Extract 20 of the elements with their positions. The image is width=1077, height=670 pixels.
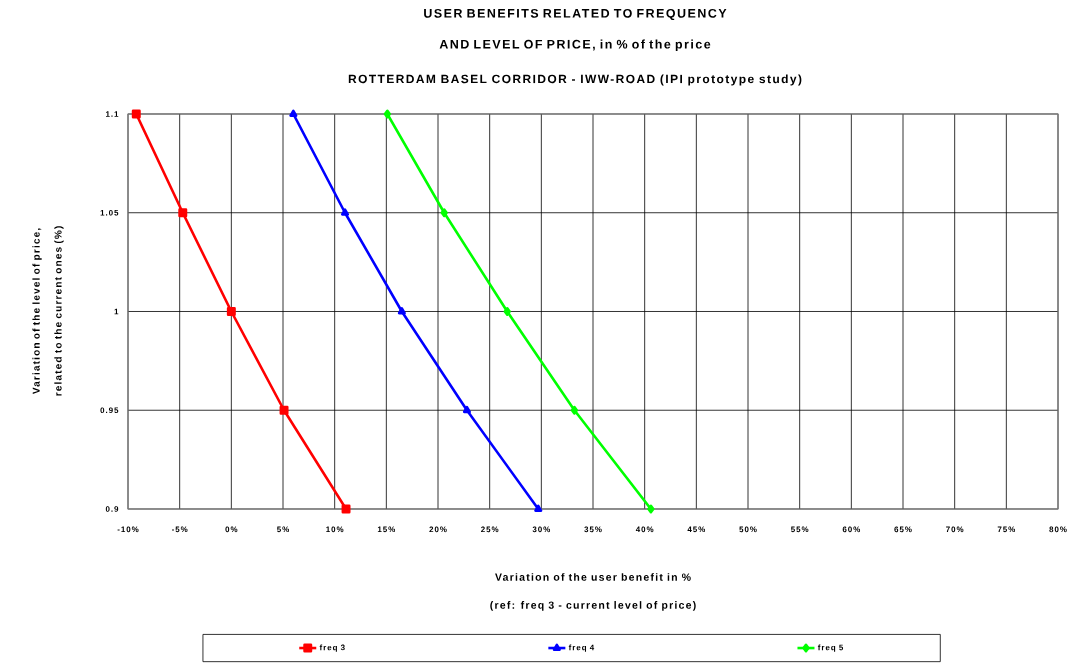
- point: [647, 504, 655, 514]
- x-axis-title: Variation of the user benefit in %: [495, 573, 691, 581]
- chart-title: USER BENEFITS RELATED TO FREQUENCY AND LEVEL OF PRICE, in % of the price: [424, 8, 727, 52]
- point: [341, 504, 351, 514]
- text: (ref: freq 3 - current level of price): [490, 601, 696, 611]
- point: [570, 405, 579, 415]
- point: [383, 109, 392, 119]
- chart-subtitle: ROTTERDAM BASEL CORRIDOR - IWW-ROAD (IPI prototype study): [348, 74, 802, 86]
- point: [462, 405, 471, 414]
- point: [178, 208, 188, 218]
- point: [226, 307, 236, 316]
- point: [340, 208, 350, 216]
- text: Variation of the level of price, related to the current ones (%): [32, 226, 64, 396]
- point: [440, 208, 448, 218]
- point: [503, 307, 511, 316]
- point: [289, 109, 298, 117]
- point: [279, 405, 289, 415]
- point: [397, 307, 406, 315]
- point: [131, 109, 141, 119]
- point: [534, 504, 543, 512]
